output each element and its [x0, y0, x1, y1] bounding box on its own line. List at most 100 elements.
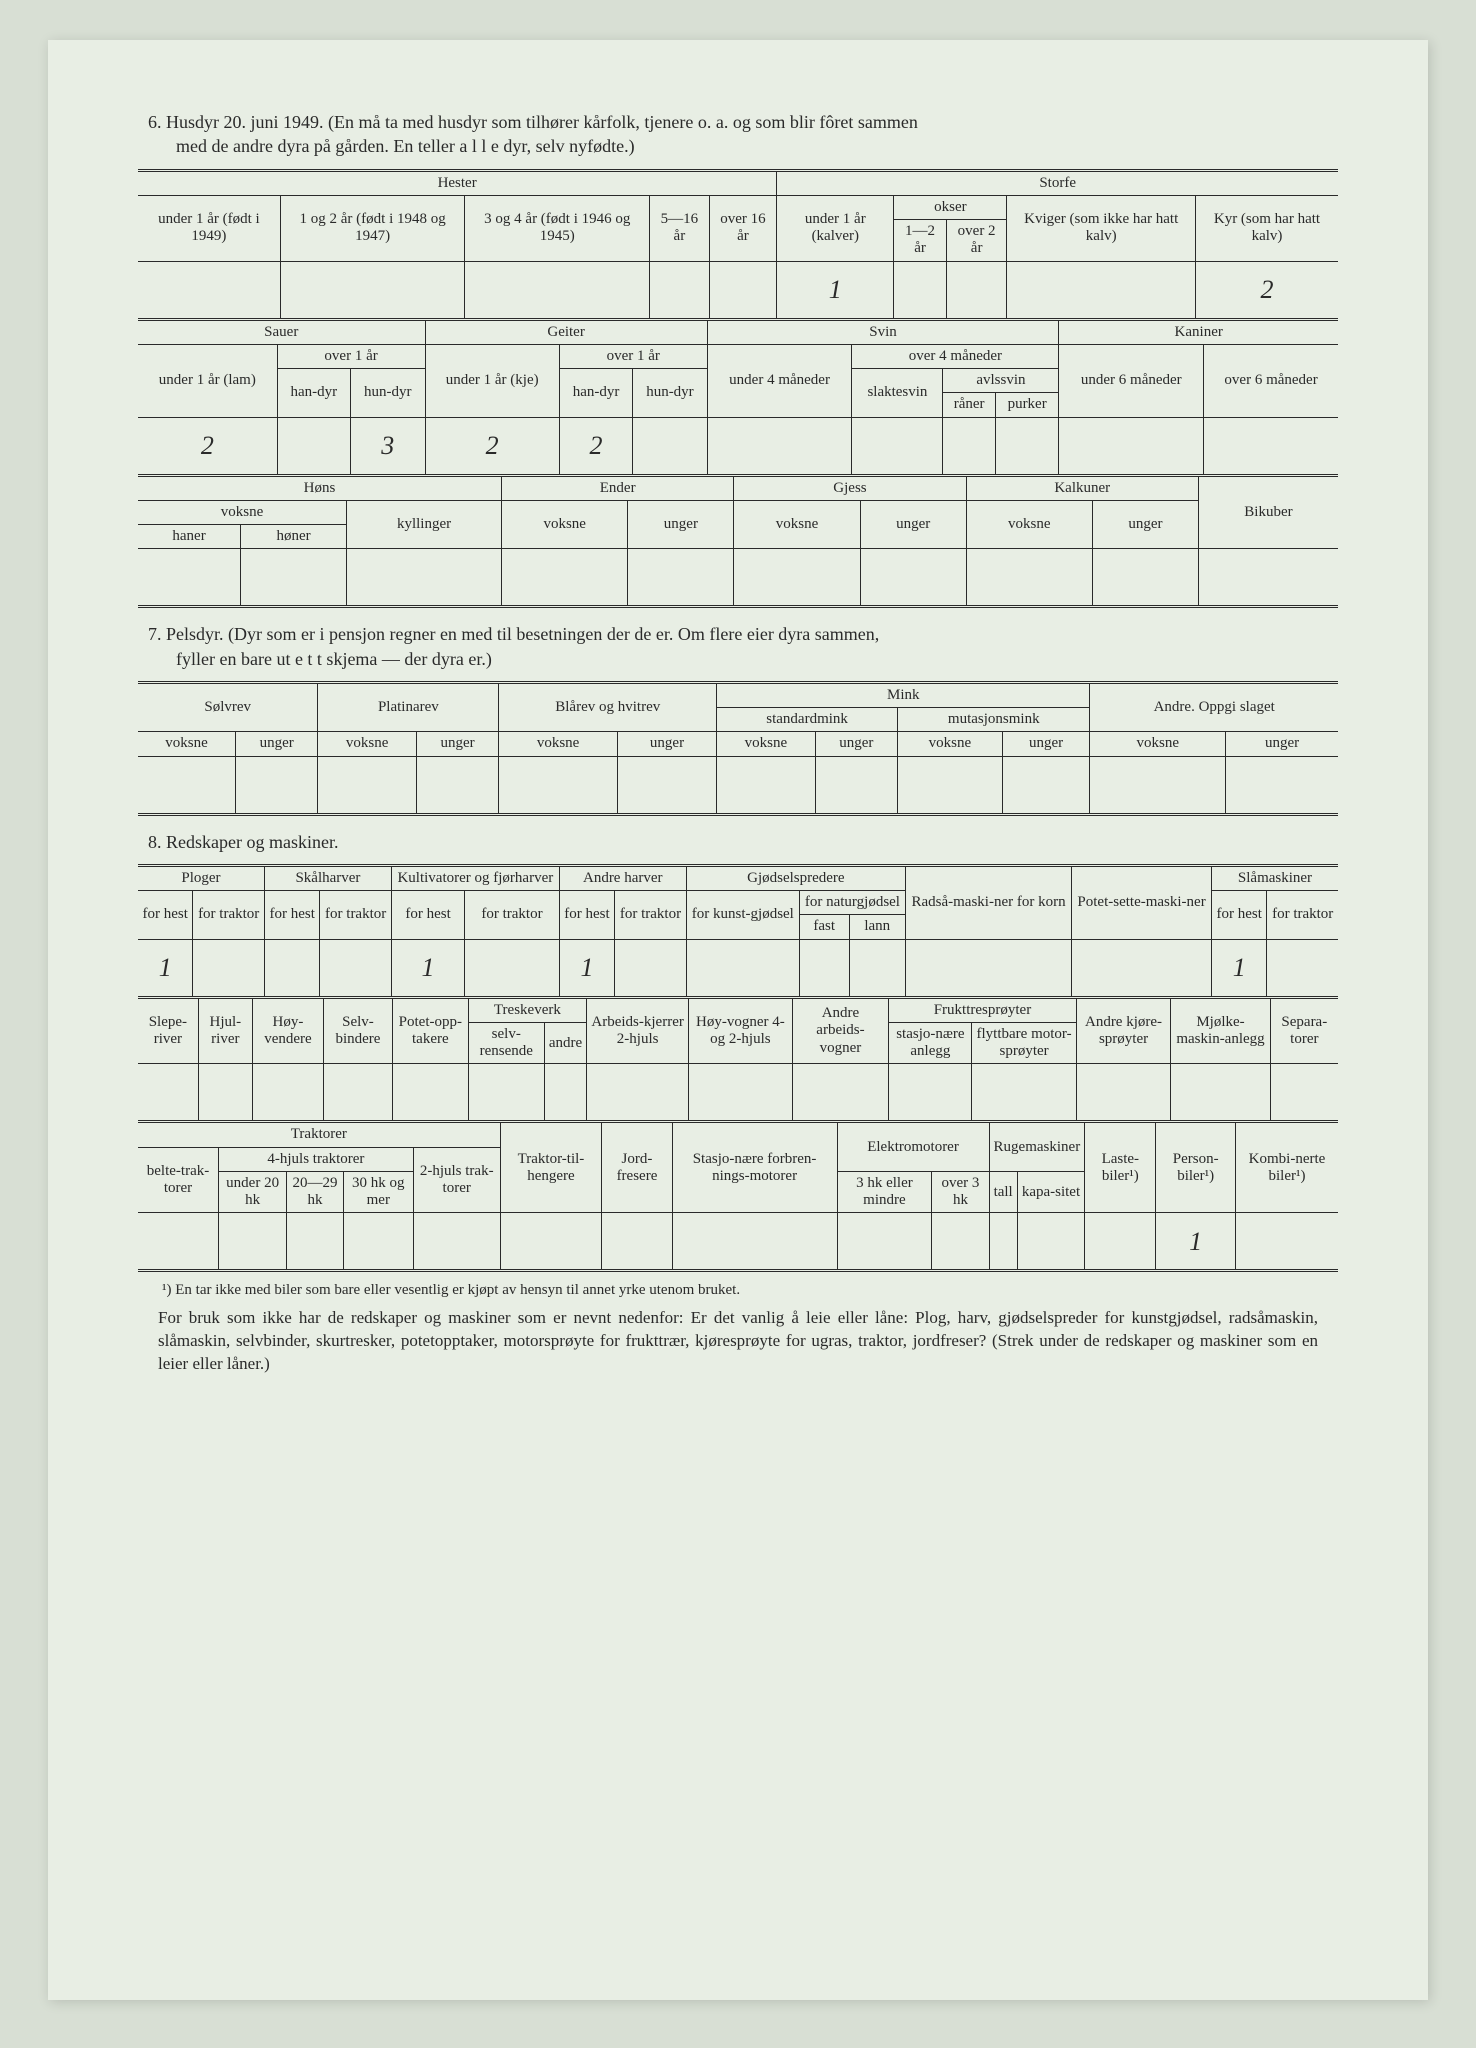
- cell[interactable]: [628, 549, 734, 607]
- cell[interactable]: [1059, 417, 1204, 475]
- cell[interactable]: [799, 939, 849, 997]
- vk: voksne: [717, 732, 815, 756]
- cell[interactable]: [392, 1064, 468, 1122]
- cell[interactable]: [235, 756, 317, 814]
- cell[interactable]: [468, 1064, 544, 1122]
- cell-sauer-u1[interactable]: 2: [138, 417, 277, 475]
- ender-v: voksne: [502, 500, 628, 549]
- cell[interactable]: [989, 1213, 1017, 1271]
- cell[interactable]: [1270, 1064, 1338, 1122]
- svin-raner: råner: [943, 393, 995, 417]
- cell[interactable]: [1093, 549, 1199, 607]
- cell[interactable]: [707, 417, 852, 475]
- hons-voksne: voksne: [138, 500, 347, 524]
- cell[interactable]: [264, 939, 319, 997]
- cell[interactable]: [138, 1064, 198, 1122]
- cell-kalver[interactable]: 1: [777, 261, 894, 319]
- cell-geiter-han[interactable]: 2: [559, 417, 632, 475]
- cell[interactable]: [1198, 549, 1338, 607]
- cell-person[interactable]: 1: [1156, 1213, 1236, 1271]
- cell[interactable]: [905, 939, 1071, 997]
- cell[interactable]: [946, 261, 1007, 319]
- cell[interactable]: [343, 1213, 413, 1271]
- cell[interactable]: [252, 1064, 323, 1122]
- sauer-g: Sauer: [138, 320, 425, 344]
- cell-geiter-u1[interactable]: 2: [425, 417, 559, 475]
- cell-sauer-hun[interactable]: 3: [351, 417, 425, 475]
- skal: Skålharver: [264, 865, 391, 890]
- cell[interactable]: [898, 756, 1003, 814]
- cell[interactable]: [465, 939, 560, 997]
- cell[interactable]: [889, 1064, 972, 1122]
- cell[interactable]: [318, 756, 416, 814]
- cell[interactable]: [138, 756, 235, 814]
- cell[interactable]: [860, 549, 966, 607]
- cell[interactable]: [709, 261, 777, 319]
- cell[interactable]: [852, 417, 943, 475]
- cell[interactable]: [1267, 939, 1338, 997]
- cell[interactable]: [633, 417, 707, 475]
- cell[interactable]: [323, 1064, 392, 1122]
- cell[interactable]: [277, 417, 350, 475]
- cell[interactable]: [615, 939, 687, 997]
- cell[interactable]: [1226, 756, 1338, 814]
- cell-kyr[interactable]: 2: [1195, 261, 1338, 319]
- cell[interactable]: [995, 417, 1058, 475]
- cell[interactable]: [617, 756, 716, 814]
- cell[interactable]: [717, 756, 815, 814]
- cell[interactable]: [587, 1064, 689, 1122]
- cell[interactable]: [686, 939, 799, 997]
- cell[interactable]: [241, 549, 347, 607]
- cell[interactable]: [815, 756, 897, 814]
- cell[interactable]: [650, 261, 710, 319]
- cell[interactable]: [544, 1064, 586, 1122]
- cell[interactable]: [1072, 939, 1212, 997]
- cell[interactable]: [734, 549, 860, 607]
- cell[interactable]: [894, 261, 947, 319]
- cell[interactable]: [689, 1064, 792, 1122]
- cell[interactable]: [138, 261, 280, 319]
- cell-andre-h[interactable]: 1: [559, 939, 614, 997]
- cell[interactable]: [499, 756, 618, 814]
- cell[interactable]: [138, 549, 241, 607]
- cell[interactable]: [932, 1213, 989, 1271]
- cell[interactable]: [138, 1213, 219, 1271]
- cell[interactable]: [602, 1213, 672, 1271]
- cell[interactable]: [792, 1064, 889, 1122]
- cell[interactable]: [1204, 417, 1338, 475]
- cell[interactable]: [502, 549, 628, 607]
- footnote-1: ¹) En tar ikke med biler som bare eller …: [162, 1282, 1338, 1299]
- cell-kult-h[interactable]: 1: [391, 939, 464, 997]
- cell[interactable]: [465, 261, 650, 319]
- cell-sla-h[interactable]: 1: [1211, 939, 1266, 997]
- cell[interactable]: [219, 1213, 287, 1271]
- cell[interactable]: [320, 939, 392, 997]
- cell[interactable]: [672, 1213, 837, 1271]
- cell-plog-h[interactable]: 1: [138, 939, 193, 997]
- cell[interactable]: [416, 756, 498, 814]
- table-redskap2: Slepe-river Hjul-river Høy-vendere Selv-…: [138, 998, 1338, 1124]
- cell[interactable]: [1002, 756, 1090, 814]
- cell[interactable]: [1235, 1213, 1338, 1271]
- cell[interactable]: [413, 1213, 500, 1271]
- geiter-o1: over 1 år: [559, 344, 707, 368]
- fh: for hest: [264, 891, 319, 940]
- cell[interactable]: [287, 1213, 344, 1271]
- cell[interactable]: [943, 417, 995, 475]
- cell[interactable]: [966, 549, 1092, 607]
- cell[interactable]: [1017, 1213, 1084, 1271]
- cell[interactable]: [1007, 261, 1196, 319]
- cell[interactable]: [1085, 1213, 1156, 1271]
- cell[interactable]: [1076, 1064, 1171, 1122]
- cell[interactable]: [972, 1064, 1076, 1122]
- cell[interactable]: [500, 1213, 602, 1271]
- cell[interactable]: [347, 549, 502, 607]
- cell[interactable]: [1090, 756, 1226, 814]
- cell[interactable]: [193, 939, 265, 997]
- cell[interactable]: [849, 939, 905, 997]
- cell[interactable]: [198, 1064, 252, 1122]
- fh: for hest: [1211, 891, 1266, 940]
- cell[interactable]: [837, 1213, 932, 1271]
- cell[interactable]: [280, 261, 465, 319]
- cell[interactable]: [1171, 1064, 1270, 1122]
